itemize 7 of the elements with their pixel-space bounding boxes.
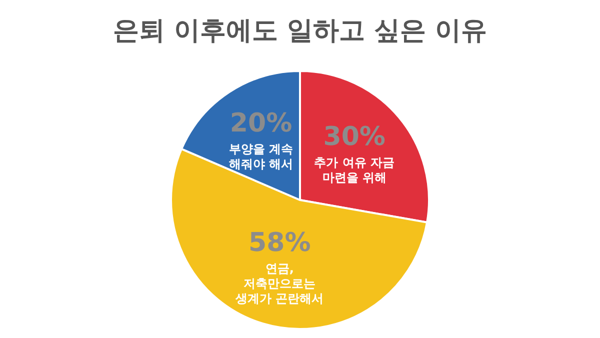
slice-label: 추가 여유 자금 마련을 위해 xyxy=(314,156,395,185)
data-label: 20% xyxy=(230,108,292,138)
chart-title: 은퇴 이후에도 일하고 싶은 이유 xyxy=(112,15,488,48)
slice-label: 부양을 계속 해줘야 해서 xyxy=(228,142,294,171)
data-label: 30% xyxy=(323,122,386,152)
data-label: 58% xyxy=(248,228,311,258)
slice-label: 연금, 저축만으로는 생계가 곤란해서 xyxy=(234,262,324,306)
